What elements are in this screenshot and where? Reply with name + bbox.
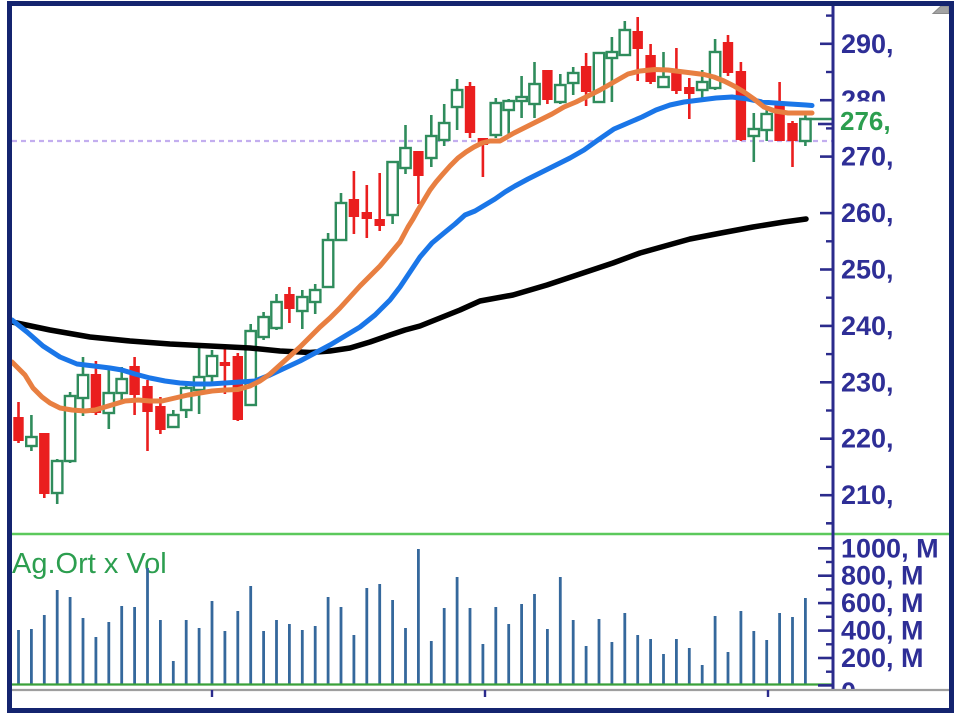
- svg-text:260,: 260,: [841, 198, 894, 228]
- svg-text:230,: 230,: [841, 367, 894, 397]
- svg-text:1000, M: 1000, M: [841, 533, 939, 563]
- svg-text:200, M: 200, M: [841, 643, 924, 673]
- svg-text:400, M: 400, M: [841, 616, 924, 646]
- svg-text:600, M: 600, M: [841, 588, 924, 618]
- svg-text:290,: 290,: [841, 29, 894, 59]
- svg-text:800, M: 800, M: [841, 561, 924, 591]
- svg-text:250,: 250,: [841, 255, 894, 285]
- svg-text:276,: 276,: [840, 106, 891, 136]
- svg-text:270,: 270,: [841, 142, 894, 172]
- svg-text:240,: 240,: [841, 311, 894, 341]
- svg-text:Ag.Ort x Vol: Ag.Ort x Vol: [12, 548, 167, 580]
- svg-text:210,: 210,: [841, 480, 894, 510]
- svg-text:220,: 220,: [841, 424, 894, 454]
